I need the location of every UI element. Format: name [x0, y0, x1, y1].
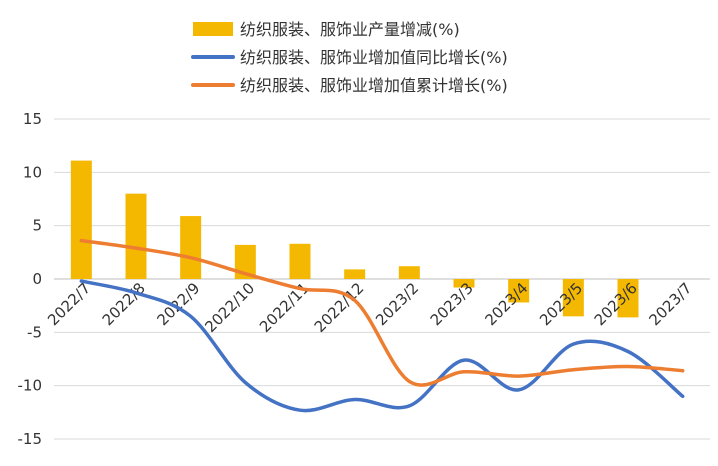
grid-layer: [54, 118, 710, 440]
legend-label: 纺织服装、服饰业产量增减(%): [240, 20, 460, 39]
y-tick-label: 10: [23, 163, 42, 181]
x-tick-label: 2022/10: [201, 279, 258, 336]
bar-2022/9: [180, 216, 202, 279]
y-tick-labels: 15 10 5 0 -5 -10 -15: [18, 110, 43, 448]
bar-2023/5: [562, 279, 584, 317]
y-tick-label: -15: [18, 430, 43, 448]
legend: 纺织服装、服饰业产量增减(%) 纺织服装、服饰业增加值同比增长(%) 纺织服装、服饰…: [191, 20, 508, 95]
bar-2022/12: [344, 269, 366, 279]
y-tick-label: -5: [27, 323, 42, 341]
x-tick-label: 2023/2: [372, 279, 422, 329]
legend-label: 纺织服装、服饰业增加值累计增长(%): [240, 76, 508, 95]
bar-2022/7: [70, 160, 92, 279]
x-tick-label: 2023/7: [645, 279, 695, 329]
y-tick-label: 5: [32, 217, 42, 235]
legend-label: 纺织服装、服饰业增加值同比增长(%): [240, 48, 508, 67]
y-tick-label: 0: [32, 270, 42, 288]
bar-2023/4: [508, 279, 530, 303]
x-tick-label: 2023/4: [481, 279, 531, 329]
legend-swatch-bar: [193, 22, 233, 36]
bar-2023/6: [617, 279, 639, 318]
x-tick-label: 2023/3: [427, 279, 477, 329]
bar-2022/11: [289, 243, 311, 279]
series-line-1: [79, 279, 685, 413]
bar-2023/3: [453, 279, 475, 288]
line-layer: [79, 238, 685, 413]
x-tick-label: 2022/7: [44, 279, 94, 329]
x-tick-label: 2022/12: [311, 279, 368, 336]
bar-2023/2: [398, 266, 420, 279]
bar-layer: [70, 160, 639, 318]
y-tick-label: -10: [18, 377, 43, 395]
series-line-2: [79, 238, 685, 387]
bar-2022/8: [125, 193, 147, 279]
y-tick-label: 15: [23, 110, 42, 128]
